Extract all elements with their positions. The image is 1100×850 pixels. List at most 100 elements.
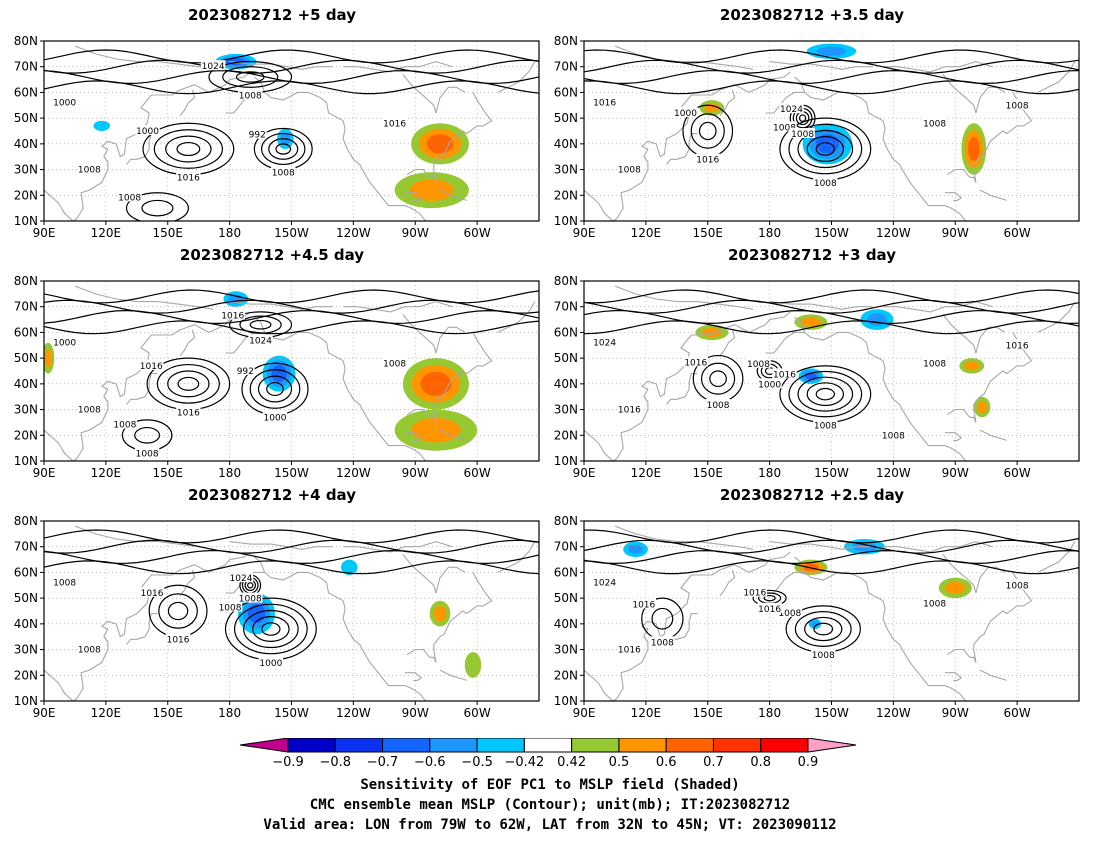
longitude-tick-label: 90E bbox=[33, 466, 56, 480]
longitude-tick-label: 120W bbox=[336, 226, 371, 240]
isobar-label: 1008 bbox=[136, 450, 159, 460]
latitude-tick-label: 70N bbox=[14, 60, 38, 74]
isobar-label: 1008 bbox=[651, 638, 674, 648]
panel-title: 2023082712 +2.5 day bbox=[719, 486, 905, 504]
latitude-tick-label: 50N bbox=[14, 111, 38, 125]
colorbar-box bbox=[618, 738, 667, 753]
longitude-tick-label: 90W bbox=[402, 226, 429, 240]
longitude-tick-label: 180 bbox=[758, 466, 781, 480]
positive-sensitivity-area bbox=[433, 605, 447, 622]
longitude-tick-label: 180 bbox=[218, 226, 241, 240]
longitude-tick-label: 150E bbox=[153, 226, 184, 240]
map-panel: 2023082712 +4.5 day 1000 992 1016 1016 1008 1… bbox=[2, 246, 542, 486]
negative-sensitivity-area bbox=[271, 365, 287, 382]
isobar-label: 1008 bbox=[78, 646, 101, 656]
latitude-tick-label: 60N bbox=[14, 325, 38, 339]
colorbar-level-label: −0.42 bbox=[504, 755, 544, 770]
longitude-tick-label: 150W bbox=[814, 226, 849, 240]
isobar-label: 1000 bbox=[758, 380, 781, 390]
latitude-tick-label: 50N bbox=[554, 351, 578, 365]
latitude-tick-label: 20N bbox=[14, 668, 38, 682]
longitude-tick-label: 90E bbox=[573, 466, 596, 480]
colorbar-level-label: −0.8 bbox=[319, 755, 351, 770]
colorbar-box bbox=[760, 738, 809, 753]
mslp-contours bbox=[44, 529, 539, 661]
colorbar-level-label: 0.9 bbox=[798, 755, 819, 770]
high-pressure-isobar bbox=[788, 123, 863, 175]
longitude-tick-label: 120W bbox=[336, 466, 371, 480]
latitude-tick-label: 80N bbox=[554, 514, 578, 528]
isobar-label: 1008 bbox=[78, 406, 101, 416]
positive-sensitivity-area bbox=[420, 371, 452, 396]
isobar-label: 1024 bbox=[202, 62, 225, 72]
isobar-label: 1008 bbox=[1006, 581, 1029, 591]
latitude-tick-label: 10N bbox=[554, 454, 578, 468]
latitude-tick-label: 60N bbox=[14, 565, 38, 579]
latitude-tick-label: 50N bbox=[14, 591, 38, 605]
positive-sensitivity-area bbox=[977, 400, 988, 414]
negative-sensitivity-area bbox=[341, 559, 358, 575]
mslp-contours bbox=[584, 529, 1079, 653]
isobar-label: 1016 bbox=[758, 605, 781, 615]
latitude-tick-label: 10N bbox=[14, 214, 38, 228]
longitude-tick-label: 90E bbox=[33, 226, 56, 240]
high-pressure-isobar bbox=[794, 611, 852, 647]
panel-title: 2023082712 +4.5 day bbox=[179, 246, 365, 264]
latitude-tick-label: 30N bbox=[554, 643, 578, 657]
colorbar-level-label: 0.7 bbox=[703, 755, 724, 770]
isobar-label: 1024 bbox=[593, 339, 616, 349]
latitude-tick-label: 80N bbox=[554, 274, 578, 288]
latitude-tick-label: 30N bbox=[554, 403, 578, 417]
longitude-tick-label: 60W bbox=[464, 226, 491, 240]
colorbar-box bbox=[476, 738, 525, 753]
longitude-tick-label: 120W bbox=[876, 706, 911, 720]
high-pressure-isobar bbox=[261, 622, 281, 636]
latitude-tick-label: 20N bbox=[14, 428, 38, 442]
latitude-tick-label: 40N bbox=[554, 377, 578, 391]
longitude-tick-label: 90W bbox=[942, 226, 969, 240]
map-layers: 1008101610081016100010081024101610081016… bbox=[584, 281, 1079, 461]
coastlines bbox=[44, 45, 536, 221]
isobar-label: 1016 bbox=[383, 119, 406, 129]
isobar-labels: 1000 992 1016 1016 1008 1008 1024 1016 1000 1008 1… bbox=[52, 309, 407, 460]
positive-sensitivity-area bbox=[464, 652, 482, 678]
isobar-label: 1008 bbox=[814, 421, 837, 431]
low-pressure-isobar bbox=[239, 315, 282, 334]
latitude-tick-label: 80N bbox=[14, 274, 38, 288]
high-pressure-isobar bbox=[797, 129, 854, 169]
colorbar-level-label: −0.7 bbox=[367, 755, 399, 770]
longitude-tick-label: 90E bbox=[573, 226, 596, 240]
panel-title: 2023082712 +5 day bbox=[188, 6, 356, 24]
low-pressure-isobar bbox=[247, 582, 254, 589]
high-pressure-isobar bbox=[249, 369, 301, 409]
isobar-label: 1008 bbox=[778, 609, 801, 619]
high-pressure-isobar bbox=[806, 136, 845, 162]
colorbar-level-label: 0.42 bbox=[557, 755, 586, 770]
map-layers: 1000 992 1016 1016 1008 1008 1024 1016 1000 1008 1… bbox=[44, 281, 539, 461]
panel-title: 2023082712 +3.5 day bbox=[719, 6, 905, 24]
isobar-label: 1008 bbox=[923, 119, 946, 129]
isobar-label: 1016 bbox=[696, 156, 719, 166]
longitude-tick-label: 150E bbox=[693, 226, 724, 240]
colorbar-level-label: 0.6 bbox=[656, 755, 677, 770]
high-pressure-isobar bbox=[788, 370, 863, 418]
isobar-label: 1008 bbox=[53, 579, 76, 589]
coastlines bbox=[584, 285, 1076, 461]
longitude-tick-label: 90E bbox=[573, 706, 596, 720]
colorbar-level-label: −0.5 bbox=[461, 755, 493, 770]
coastlines bbox=[44, 285, 536, 461]
isobar-label: 992 bbox=[237, 367, 254, 377]
map-panel: 2023082712 +3 day 1008 1016 1008 1016 1000 10… bbox=[542, 246, 1082, 486]
latitude-tick-label: 10N bbox=[14, 454, 38, 468]
longitude-tick-label: 150W bbox=[814, 706, 849, 720]
colorbar-box bbox=[429, 738, 478, 753]
longitude-tick-label: 120W bbox=[876, 466, 911, 480]
high-pressure-isobar bbox=[167, 601, 189, 621]
isobar-label: 1024 bbox=[593, 579, 616, 589]
isobar-label: 1016 bbox=[140, 362, 163, 372]
latitude-tick-label: 20N bbox=[554, 428, 578, 442]
